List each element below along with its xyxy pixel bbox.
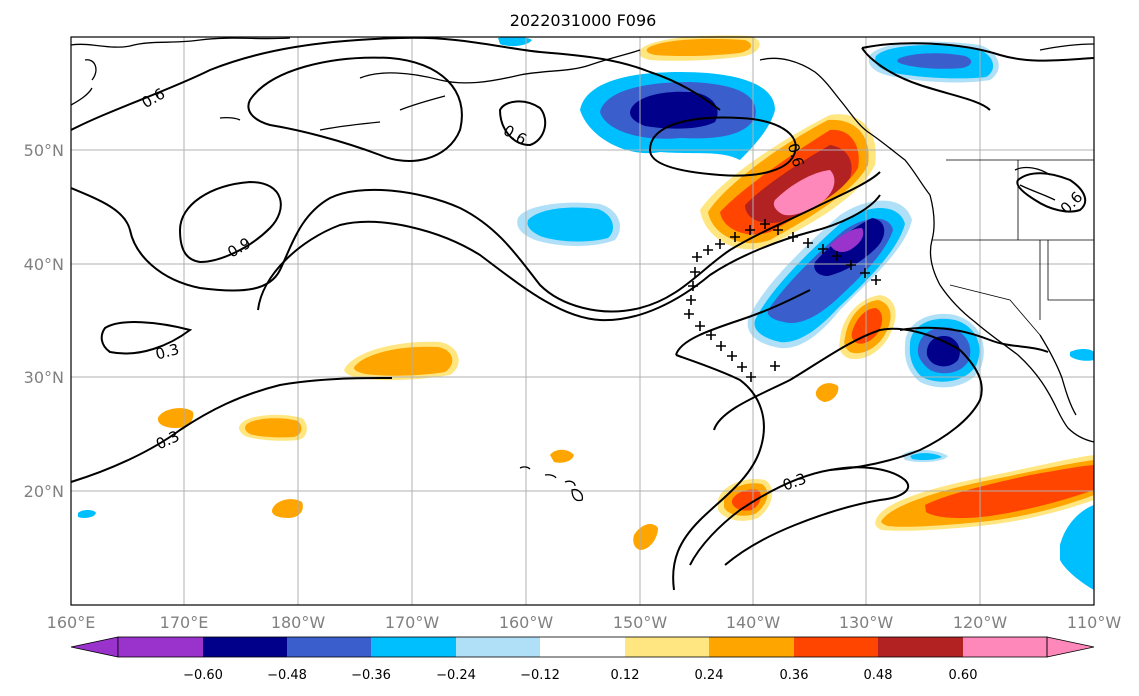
coastlines <box>70 37 1095 502</box>
colorbar-segment <box>287 637 371 657</box>
map-frame <box>70 36 1095 606</box>
coastline-hawaii <box>519 466 584 502</box>
positive-anomaly-subtropical-4 <box>271 499 303 518</box>
colorbar-segment <box>794 637 878 657</box>
latitude-labels: 50°N 40°N 30°N 20°N <box>24 141 64 501</box>
contour-0.3-west <box>100 321 193 355</box>
shaded-anomalies <box>78 35 1094 590</box>
contour-0.3-east <box>724 466 910 566</box>
lon-label: 180°W <box>271 613 326 632</box>
contour-label: 0.3 <box>153 340 181 364</box>
colorbar-segment <box>540 637 625 657</box>
negative-anomaly-southeast-corner <box>1060 505 1094 590</box>
negative-anomaly-canada-royal <box>897 53 972 69</box>
lon-label: 120°W <box>953 613 1008 632</box>
colorbar-tick-label: −0.60 <box>183 668 223 683</box>
contour-0.6-ring <box>648 116 797 177</box>
contour-0.6-north <box>70 36 721 131</box>
contour-0.3-south <box>70 377 393 483</box>
lat-label: 40°N <box>24 255 64 274</box>
positive-anomaly-subtropical-6-red <box>732 489 761 511</box>
map-plot-area: 0.6 0.6 0.9 0.3 0.3 0.3 0.6 0.6 <box>70 35 1095 606</box>
positive-anomaly-subtropical-1-orange <box>354 346 453 376</box>
colorbar-segment <box>878 637 963 657</box>
lat-label: 30°N <box>24 368 64 387</box>
colorbar-segment <box>118 637 203 657</box>
negative-anomaly-offshore-california-purple <box>830 228 864 253</box>
lon-label: 150°W <box>613 613 668 632</box>
negative-anomaly-small-4 <box>498 36 532 47</box>
cross-marker-track <box>684 219 881 382</box>
positive-anomaly-southeast-red <box>925 465 1094 519</box>
contour-0.9 <box>178 180 282 264</box>
longitude-labels: 160°E 170°E 180°W 170°W 160°W 150°W 140°… <box>47 613 1122 632</box>
colorbar-tick-label: −0.48 <box>267 668 307 683</box>
colorbar-segment <box>625 637 709 657</box>
positive-anomaly-central-red <box>851 308 883 344</box>
contour-0.6-canada <box>861 42 1095 213</box>
coastline-canada-islands <box>1014 43 1095 201</box>
contour-label: 0.9 <box>224 234 254 262</box>
graticule <box>71 37 1094 605</box>
contour-0.6-east <box>498 100 547 147</box>
colorbar-segment <box>371 637 456 657</box>
lon-label: 170°W <box>385 613 440 632</box>
contours <box>70 36 1095 591</box>
positive-anomaly-subtropical-7 <box>815 383 839 402</box>
lon-label: 130°W <box>839 613 894 632</box>
contour-label: 0.6 <box>784 141 808 169</box>
colorbar-tick-label: 0.48 <box>864 668 893 683</box>
coastline-west-coast <box>929 194 1095 443</box>
lat-label: 20°N <box>24 482 64 501</box>
lon-label: 160°E <box>47 613 96 632</box>
lon-label: 170°E <box>160 613 209 632</box>
colorbar-tick-label: 0.60 <box>949 668 978 683</box>
coastline-alaska <box>70 37 931 196</box>
positive-anomaly-pacific-nw-pink <box>773 170 835 216</box>
colorbar-tick-label: −0.24 <box>436 668 476 683</box>
negative-anomaly-small-2 <box>78 510 96 518</box>
contour-0.6-main <box>70 171 881 313</box>
lon-label: 160°W <box>499 613 554 632</box>
contour-label: 0.6 <box>139 85 169 113</box>
coastline-baja <box>1039 334 1077 416</box>
contour-0.6-inner <box>257 194 881 322</box>
colorbar-tick-label: 0.24 <box>695 668 724 683</box>
colorbar-tick-label: −0.12 <box>520 668 560 683</box>
colorbar-tick-label: −0.36 <box>351 668 391 683</box>
colorbar: −0.60 −0.48 −0.36 −0.24 −0.12 0.12 0.24 … <box>70 636 1095 683</box>
lon-label: 110°W <box>1067 613 1122 632</box>
positive-anomaly-subtropical-2-orange <box>245 418 302 438</box>
colorbar-tick-label: 0.36 <box>780 668 809 683</box>
colorbar-segment <box>709 637 794 657</box>
positive-anomaly-north-orange <box>646 38 752 57</box>
colorbar-segment <box>963 637 1047 657</box>
positive-anomaly-subtropical-8 <box>550 449 574 463</box>
contour-0.3-big-south <box>672 327 983 591</box>
colorbar-segment <box>456 637 540 657</box>
coastline-aleutians <box>219 95 446 131</box>
negative-anomaly-central-pacific-sky <box>527 207 614 242</box>
cross-markers <box>684 219 881 382</box>
lon-label: 140°W <box>726 613 781 632</box>
negative-anomaly-small-3 <box>1070 349 1094 361</box>
contour-0.3-sw-loop <box>675 289 1049 356</box>
negative-anomaly-southern-california-navy <box>926 336 960 367</box>
map-title: 2022031000 F096 <box>510 11 657 30</box>
colorbar-extend-high <box>1046 636 1095 658</box>
state-borders <box>932 159 1094 336</box>
contour-0.6-arc <box>247 56 463 162</box>
colorbar-extend-low <box>70 636 119 658</box>
colorbar-tick-label: 0.12 <box>611 668 640 683</box>
colorbar-frame <box>117 636 1048 658</box>
colorbar-segment <box>203 637 287 657</box>
negative-anomaly-small-1-sky <box>910 453 942 461</box>
lat-label: 50°N <box>24 141 64 160</box>
positive-anomaly-subtropical-5 <box>633 524 658 550</box>
